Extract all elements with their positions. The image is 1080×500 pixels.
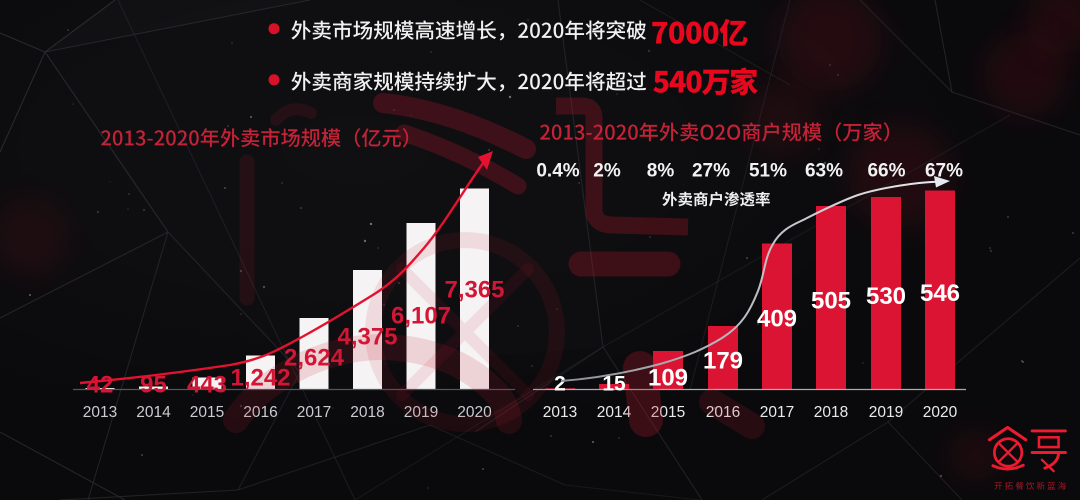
svg-text:63%: 63% — [805, 161, 843, 182]
svg-text:2020: 2020 — [457, 404, 492, 421]
svg-text:2%: 2% — [593, 161, 621, 182]
svg-text:179: 179 — [703, 347, 743, 374]
svg-text:409: 409 — [757, 305, 797, 332]
svg-text:443: 443 — [187, 371, 227, 398]
svg-text:51%: 51% — [749, 161, 787, 182]
svg-text:109: 109 — [648, 364, 688, 391]
svg-text:546: 546 — [920, 280, 960, 307]
svg-text:2014: 2014 — [597, 404, 632, 421]
svg-text:66%: 66% — [867, 161, 905, 182]
svg-text:2017: 2017 — [297, 404, 331, 421]
svg-text:2016: 2016 — [243, 404, 277, 421]
svg-text:2015: 2015 — [190, 404, 224, 421]
svg-text:530: 530 — [866, 283, 906, 310]
svg-text:42: 42 — [87, 371, 114, 398]
svg-text:6,107: 6,107 — [391, 302, 451, 329]
svg-text:505: 505 — [811, 287, 851, 314]
svg-text:2018: 2018 — [350, 404, 384, 421]
svg-text:27%: 27% — [692, 161, 730, 182]
svg-text:0.4%: 0.4% — [536, 161, 579, 182]
svg-text:8%: 8% — [647, 161, 675, 182]
svg-text:2014: 2014 — [136, 404, 171, 421]
svg-text:2,624: 2,624 — [284, 344, 345, 371]
svg-text:2: 2 — [554, 372, 566, 395]
svg-text:4,375: 4,375 — [337, 323, 397, 350]
svg-text:2020: 2020 — [923, 404, 958, 421]
svg-text:2017: 2017 — [760, 404, 794, 421]
svg-text:2019: 2019 — [869, 404, 903, 421]
svg-text:1,242: 1,242 — [230, 364, 290, 391]
svg-text:15: 15 — [602, 372, 626, 395]
svg-text:2013: 2013 — [543, 404, 577, 421]
svg-text:2019: 2019 — [404, 404, 438, 421]
svg-text:2016: 2016 — [706, 404, 740, 421]
svg-text:2015: 2015 — [651, 404, 685, 421]
svg-text:67%: 67% — [925, 161, 963, 182]
svg-text:7,365: 7,365 — [444, 276, 504, 303]
svg-text:2018: 2018 — [814, 404, 848, 421]
svg-text:2013: 2013 — [83, 404, 117, 421]
